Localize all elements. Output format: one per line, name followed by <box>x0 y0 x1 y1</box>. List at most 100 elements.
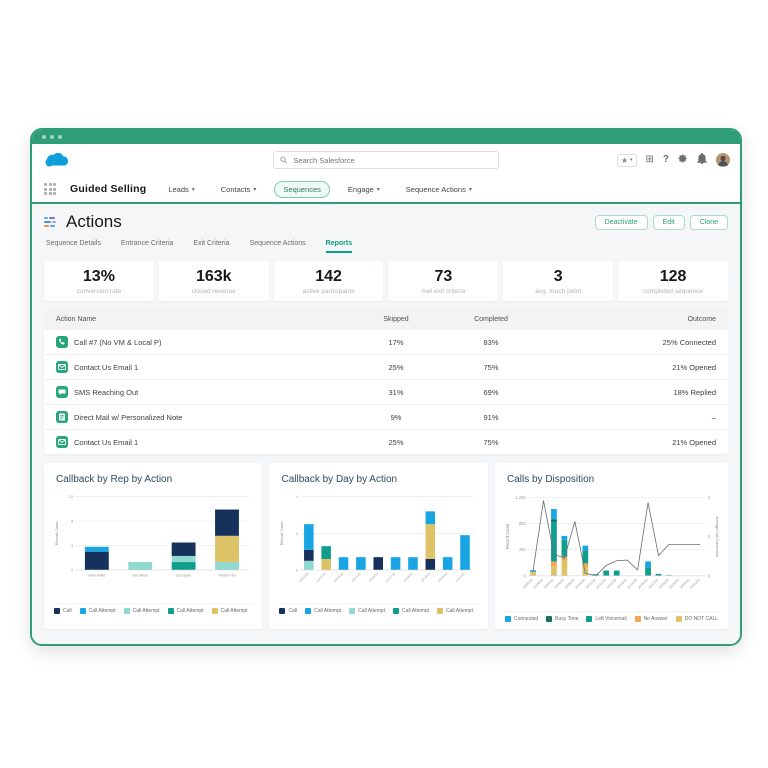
completed-cell: 91% <box>483 412 499 422</box>
table-row[interactable]: Contact Us Email 1 25% 75% 21% Opened <box>44 429 728 454</box>
legend-label: Call Attempt <box>446 607 473 614</box>
completed-cell: 75% <box>483 362 499 372</box>
svg-text:0: 0 <box>523 573 526 578</box>
legend-item[interactable]: Call Attempt <box>211 607 248 614</box>
favorites-star-button[interactable]: ★ ▾ <box>616 153 637 167</box>
legend-label: Call Attempt <box>176 607 204 614</box>
app-launcher-icon[interactable] <box>44 183 56 195</box>
clone-button[interactable]: Clone <box>689 214 728 230</box>
svg-text:0: 0 <box>297 568 299 572</box>
search-icon <box>280 156 287 164</box>
app-navigation-bar: Guided Selling Leads ▾ Contacts ▾ Sequences E… <box>32 176 740 204</box>
svg-text:800: 800 <box>519 521 527 526</box>
kpi-label: completed sequence <box>643 288 704 295</box>
nav-tab-leads[interactable]: Leads ▾ <box>160 182 202 197</box>
outcome-cell: 25% Connected <box>662 337 716 347</box>
notifications-bell-icon[interactable] <box>697 151 707 169</box>
table-row[interactable]: SMS Reaching Out 31% 69% 18% Replied <box>44 379 728 404</box>
setup-gear-icon[interactable] <box>678 151 688 169</box>
outcome-cell: 18% Replied <box>673 387 716 397</box>
page-content: Actions Deactivate Edit Clone Sequence Det… <box>32 204 740 644</box>
svg-text:10/17/20: 10/17/20 <box>385 572 397 584</box>
nav-tab-sequence-actions[interactable]: Sequence Actions ▾ <box>398 182 480 197</box>
app-window: ★ ▾ ⊞ ? Guided Selling Leads▾Contacts▾Se… <box>30 128 742 646</box>
nav-tab-engage[interactable]: Engage ▾ <box>340 182 388 197</box>
svg-text:Zee Igwe: Zee Igwe <box>176 574 191 578</box>
nav-tab-sequences[interactable]: Sequences <box>274 180 330 198</box>
legend-item[interactable]: Call Attempt <box>167 607 204 614</box>
chart-plot: 4 2 0 Record Count 10/12/20 10/13/20 10/14/20 1… <box>280 495 475 584</box>
nav-tabs: Leads ▾ Contacts ▾ Sequences Engage ▾ Sequence … <box>160 180 480 198</box>
svg-text:Average Call Connected: Average Call Connected <box>715 516 719 556</box>
legend-item[interactable]: Call Attempt <box>79 607 116 614</box>
tab-exit-criteria[interactable]: Exit Criteria <box>193 240 230 247</box>
deactivate-button[interactable]: Deactivate <box>594 214 648 230</box>
legend-label: Call Attempt <box>402 607 430 614</box>
legend-label: Call Attempt <box>358 607 386 614</box>
add-launcher-icon[interactable]: ⊞ <box>645 154 654 165</box>
tab-reports[interactable]: Reports <box>325 240 353 253</box>
tab-sequence-actions[interactable]: Sequence Actions <box>249 240 306 247</box>
legend-swatch <box>504 615 511 622</box>
nav-tab-label: Engage <box>347 184 374 194</box>
star-icon: ★ <box>620 155 628 165</box>
global-search[interactable] <box>273 151 499 169</box>
legend-item[interactable]: Connected <box>504 615 539 622</box>
legend-item[interactable]: Call Attempt <box>123 607 160 614</box>
legend-item[interactable]: Call <box>279 607 297 614</box>
user-avatar[interactable] <box>716 153 730 167</box>
table-row[interactable]: Call #7 (No VM & Local P) 17% 83% 25% Conne… <box>44 329 728 354</box>
tab-entrance-criteria[interactable]: Entrance Criteria <box>120 240 174 247</box>
svg-text:10/21/20: 10/21/20 <box>455 572 467 584</box>
svg-text:10/20/20: 10/20/20 <box>438 572 450 584</box>
svg-text:10/21/20: 10/21/20 <box>689 578 701 590</box>
action-name: SMS Reaching Out <box>74 387 139 397</box>
legend-swatch <box>123 607 130 614</box>
completed-cell: 69% <box>483 387 499 397</box>
action-name-cell: SMS Reaching Out <box>56 386 356 398</box>
kpi-label: active participants <box>302 288 355 295</box>
legend-item[interactable]: Call <box>54 607 72 614</box>
column-header[interactable]: Skipped <box>383 315 409 323</box>
window-control-dot[interactable] <box>42 135 46 139</box>
window-control-dot[interactable] <box>58 135 62 139</box>
page-title: Actions <box>66 212 122 231</box>
window-control-dot[interactable] <box>50 135 54 139</box>
tab-sequence-details[interactable]: Sequence Details <box>46 240 101 247</box>
legend-swatch <box>167 607 174 614</box>
column-header[interactable]: Outcome <box>687 315 716 323</box>
legend-swatch <box>305 607 312 614</box>
edit-button[interactable]: Edit <box>652 214 685 230</box>
outcome-cell: 21% Opened <box>672 362 716 372</box>
kpi-card: 128 completed sequence <box>618 261 728 301</box>
legend-item[interactable]: Call Attempt <box>305 607 341 614</box>
kpi-label: met exit criteria <box>421 288 466 295</box>
legend-item[interactable]: DO NOT CALL <box>675 615 718 622</box>
mail-icon <box>56 411 68 423</box>
legend-item[interactable]: No Answer <box>634 615 668 622</box>
search-input[interactable] <box>291 154 492 166</box>
help-icon[interactable]: ? <box>662 154 669 165</box>
chart-plot: 1,200 800 400 0 Record Count Average Call Con… <box>505 495 719 590</box>
page-action-buttons: Deactivate Edit Clone <box>594 214 728 230</box>
chevron-down-icon: ▾ <box>468 186 472 193</box>
legend-item[interactable]: Call Attempt <box>437 607 473 614</box>
chart-card-calls-by-disposition: Calls by Disposition 1,200 800 400 0 Record C… <box>494 463 728 629</box>
chevron-down-icon: ▾ <box>629 157 633 163</box>
svg-text:10/18/20: 10/18/20 <box>403 572 415 584</box>
legend-item[interactable]: Call Attempt <box>349 607 386 614</box>
legend-item[interactable]: Busy Tone <box>546 615 578 622</box>
kpi-card: 73 met exit criteria <box>388 261 499 301</box>
column-header[interactable]: Completed <box>474 315 508 323</box>
legend-item[interactable]: Call Attempt <box>393 607 430 614</box>
column-header[interactable]: Action Name <box>56 315 97 323</box>
table-row[interactable]: Direct Mail w/ Personalized Note 9% 91% – <box>44 404 728 429</box>
chart-title: Callback by Day by Action <box>281 474 398 485</box>
kpi-label: conversion rate <box>76 288 122 295</box>
legend-item[interactable]: Left Voicemail <box>586 615 627 622</box>
chart-legend: Call Call Attempt Call Attempt Call Attempt… <box>52 602 255 614</box>
kpi-value: 3 <box>553 268 563 285</box>
legend-label: Connected <box>513 615 539 622</box>
nav-tab-contacts[interactable]: Contacts ▾ <box>213 182 265 197</box>
table-row[interactable]: Contact Us Email 1 25% 75% 21% Opened <box>44 354 728 379</box>
